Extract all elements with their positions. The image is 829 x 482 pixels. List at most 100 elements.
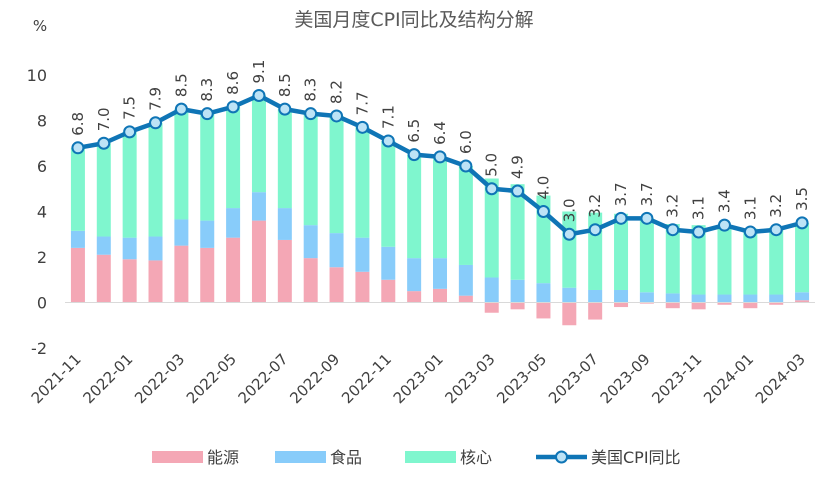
bar-segment-food bbox=[200, 220, 215, 248]
bar-segment-core bbox=[407, 154, 422, 259]
cpi-data-label: 7.7 bbox=[353, 91, 371, 115]
x-tick-label: 2022-01 bbox=[79, 350, 136, 407]
bar-segment-food bbox=[562, 287, 577, 303]
legend: 能源 食品 核心 美国CPI同比 bbox=[152, 448, 681, 467]
bar-segment-core bbox=[122, 131, 137, 238]
cpi-data-label: 3.4 bbox=[715, 189, 733, 213]
cpi-data-label: 7.1 bbox=[379, 105, 397, 129]
bar-segment-core bbox=[639, 218, 654, 293]
bar-segment-energy bbox=[148, 260, 163, 303]
bar-segment-energy bbox=[588, 302, 603, 320]
cpi-data-label: 8.3 bbox=[302, 78, 320, 102]
x-axis: 2021-112022-012022-032022-052022-072022-… bbox=[28, 350, 809, 407]
bar-segment-food bbox=[355, 237, 370, 272]
bar-segment-energy bbox=[458, 295, 473, 303]
bar-segment-core bbox=[200, 113, 215, 221]
bar-segment-core bbox=[717, 225, 732, 295]
cpi-point bbox=[743, 225, 757, 239]
bar-segment-food bbox=[795, 292, 810, 301]
bar-segment-energy bbox=[614, 302, 629, 308]
y-tick-label: 10 bbox=[27, 66, 47, 85]
cpi-data-label: 6.0 bbox=[457, 130, 475, 154]
x-tick-label: 2024-03 bbox=[752, 350, 809, 407]
bar-segment-energy bbox=[407, 291, 422, 303]
cpi-point bbox=[692, 225, 706, 239]
cpi-point bbox=[717, 218, 731, 232]
bar-segment-food bbox=[665, 293, 680, 303]
stacked-bars bbox=[70, 95, 810, 326]
x-tick-label: 2021-11 bbox=[28, 350, 85, 407]
cpi-data-label: 7.9 bbox=[147, 87, 165, 111]
bar-segment-energy bbox=[329, 267, 344, 303]
cpi-data-label: 4.0 bbox=[534, 176, 552, 200]
bar-segment-food bbox=[96, 236, 111, 255]
cpi-point bbox=[511, 184, 525, 198]
x-tick-label: 2024-01 bbox=[700, 350, 757, 407]
cpi-point bbox=[407, 148, 421, 162]
legend-label: 食品 bbox=[330, 448, 362, 467]
cpi-data-label: 6.4 bbox=[431, 121, 449, 145]
bar-segment-food bbox=[303, 225, 318, 259]
bar-segment-food bbox=[510, 279, 525, 303]
y-tick-label: 2 bbox=[37, 248, 47, 267]
cpi-point bbox=[174, 102, 188, 116]
bar-segment-core bbox=[70, 147, 85, 231]
bar-segment-energy bbox=[277, 239, 292, 303]
cpi-data-labels: 6.8 7.0 7.5 7.9 8.5 8.3 8.6 9.1 8.5 8.3 8.2 7.7 7.1 6… bbox=[69, 60, 811, 223]
bar-segment-food bbox=[70, 230, 85, 248]
y-tick-label: -2 bbox=[31, 339, 47, 358]
bar-segment-energy bbox=[226, 237, 241, 303]
bar-segment-core bbox=[458, 166, 473, 265]
chart-title: 美国月度CPI同比及结构分解 bbox=[294, 9, 533, 31]
cpi-data-label: 3.1 bbox=[741, 196, 759, 220]
cpi-point bbox=[640, 211, 654, 225]
bar-segment-energy bbox=[717, 302, 732, 305]
bar-segment-core bbox=[484, 178, 499, 278]
bar-segment-core bbox=[743, 228, 758, 295]
bar-segment-energy bbox=[639, 302, 654, 304]
x-tick-label: 2023-01 bbox=[390, 350, 447, 407]
bar-segment-core bbox=[795, 222, 810, 293]
cpi-point bbox=[278, 102, 292, 116]
bar-segment-food bbox=[536, 283, 551, 303]
bar-segment-core bbox=[381, 140, 396, 247]
y-tick-label: 8 bbox=[37, 112, 47, 131]
y-tick-label: 0 bbox=[37, 294, 47, 313]
cpi-data-label: 3.0 bbox=[560, 198, 578, 222]
legend-swatch bbox=[405, 451, 456, 463]
bar-segment-energy bbox=[122, 259, 137, 303]
bar-segment-core bbox=[355, 127, 370, 238]
cpi-point bbox=[433, 150, 447, 164]
bar-segment-food bbox=[329, 233, 344, 268]
cpi-data-label: 3.7 bbox=[612, 182, 630, 206]
bar-segment-energy bbox=[70, 247, 85, 303]
cpi-data-label: 3.2 bbox=[586, 194, 604, 218]
bar-segment-food bbox=[433, 258, 447, 289]
bar-segment-energy bbox=[433, 288, 447, 303]
cpi-point bbox=[123, 125, 137, 139]
bar-segment-energy bbox=[691, 302, 706, 310]
cpi-data-label: 3.1 bbox=[690, 196, 708, 220]
bar-segment-energy bbox=[381, 279, 396, 303]
bar-segment-core bbox=[510, 184, 525, 280]
bar-segment-food bbox=[251, 192, 266, 221]
bar-segment-core bbox=[277, 109, 292, 209]
bar-segment-energy bbox=[743, 302, 758, 309]
bar-segment-food bbox=[226, 208, 241, 238]
cpi-data-label: 3.5 bbox=[793, 187, 811, 211]
legend-label: 能源 bbox=[207, 448, 239, 467]
bar-segment-food bbox=[614, 289, 629, 303]
bar-segment-food bbox=[691, 294, 706, 303]
bar-segment-food bbox=[174, 219, 189, 246]
cpi-data-label: 7.5 bbox=[121, 96, 139, 120]
bar-segment-energy bbox=[795, 300, 810, 303]
cpi-point bbox=[304, 107, 318, 121]
cpi-point bbox=[588, 223, 602, 237]
bar-segment-food bbox=[639, 292, 654, 303]
cpi-point bbox=[200, 107, 214, 121]
y-axis: -2 0 2 4 6 8 10 bbox=[27, 66, 47, 358]
bar-segment-energy bbox=[200, 247, 215, 303]
cpi-data-label: 8.6 bbox=[224, 71, 242, 95]
y-axis-unit-label: % bbox=[33, 17, 47, 35]
